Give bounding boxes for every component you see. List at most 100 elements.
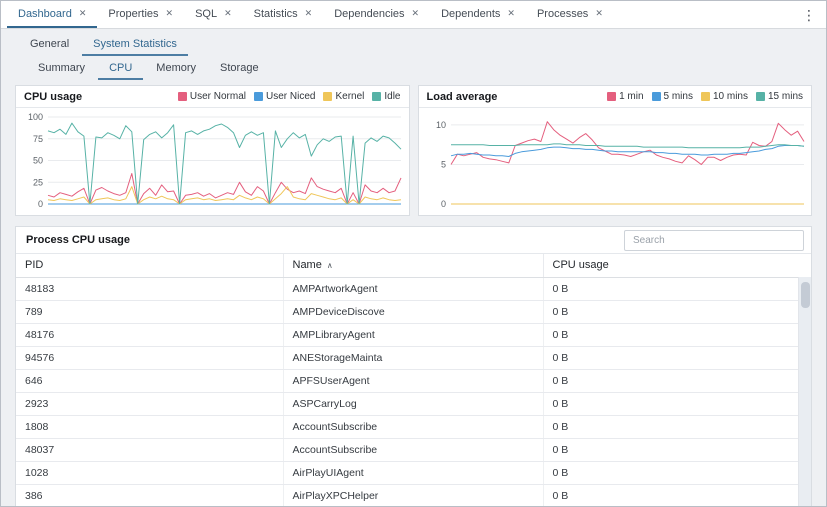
tab-general[interactable]: General bbox=[30, 38, 70, 50]
name-cell: AMPLibraryAgent bbox=[283, 323, 544, 347]
legend-label: 1 min bbox=[619, 91, 644, 102]
load-average-legend: 1 min 5 mins 10 mins 15 mins bbox=[607, 91, 803, 102]
pid-cell: 386 bbox=[16, 484, 284, 506]
svg-text:10: 10 bbox=[435, 120, 445, 130]
cpu-usage-legend: User Normal User Niced Kernel Idle bbox=[177, 91, 401, 102]
close-icon[interactable]: ✕ bbox=[165, 8, 174, 18]
process-table-wrap: PID Name ∧ CPU usage 48183 AMPArtworkAgent 0 … bbox=[16, 254, 811, 506]
scrollbar-thumb[interactable] bbox=[801, 282, 810, 308]
cpu-usage-cell: 0 B bbox=[543, 415, 798, 439]
table-header-row: PID Name ∧ CPU usage bbox=[16, 254, 798, 278]
legend-item-kernel: Kernel bbox=[323, 91, 364, 102]
tab-dashboard[interactable]: Dashboard ✕ bbox=[7, 1, 98, 28]
legend-swatch-icon bbox=[177, 92, 187, 101]
table-row[interactable]: 789 AMPDeviceDiscove 0 B bbox=[16, 300, 798, 324]
tab-label: Processes bbox=[536, 7, 589, 20]
load-average-panel: Load average 1 min 5 mins 10 mins 15 mins 0… bbox=[417, 85, 812, 216]
tab-label: Dashboard bbox=[18, 7, 72, 20]
close-icon[interactable]: ✕ bbox=[304, 8, 313, 18]
table-row[interactable]: 2923 ASPCarryLog 0 B bbox=[16, 392, 798, 416]
vertical-scrollbar[interactable] bbox=[798, 277, 811, 506]
close-icon[interactable]: ✕ bbox=[507, 8, 515, 18]
dashboard-subtabs: General System Statistics bbox=[19, 34, 826, 56]
name-cell: ANEStorageMainta bbox=[283, 346, 544, 370]
table-row[interactable]: 48176 AMPLibraryAgent 0 B bbox=[16, 323, 798, 347]
tab-label: Statistics bbox=[253, 7, 298, 20]
table-row[interactable]: 1028 AirPlayUIAgent 0 B bbox=[16, 461, 798, 485]
table-row[interactable]: 48183 AMPArtworkAgent 0 B bbox=[16, 277, 798, 301]
tab-memory[interactable]: Memory bbox=[156, 62, 197, 74]
column-header-name[interactable]: Name ∧ bbox=[283, 254, 544, 278]
pid-cell: 1808 bbox=[16, 415, 284, 439]
close-icon[interactable]: ✕ bbox=[595, 8, 603, 18]
pid-cell: 646 bbox=[16, 369, 284, 393]
cpu-usage-cell: 0 B bbox=[543, 392, 798, 416]
load-average-chart: 0 5 10 bbox=[419, 108, 812, 215]
sort-asc-icon: ∧ bbox=[326, 261, 333, 271]
legend-swatch-icon bbox=[323, 92, 333, 101]
pid-cell: 48176 bbox=[16, 323, 284, 347]
name-cell: AccountSubscribe bbox=[283, 438, 544, 462]
cpu-usage-cell: 0 B bbox=[543, 300, 798, 324]
legend-swatch-icon bbox=[700, 92, 710, 101]
legend-label: Kernel bbox=[335, 91, 365, 102]
column-header-cpu-usage[interactable]: CPU usage bbox=[543, 254, 798, 278]
svg-text:100: 100 bbox=[28, 112, 43, 122]
cpu-usage-panel: CPU usage User Normal User Niced Kernel Idl… bbox=[15, 85, 410, 216]
legend-swatch-icon bbox=[607, 92, 617, 101]
process-panel-header: Process CPU usage bbox=[16, 227, 811, 254]
svg-text:50: 50 bbox=[33, 156, 43, 166]
tab-system-statistics[interactable]: System Statistics bbox=[82, 34, 188, 56]
svg-text:75: 75 bbox=[33, 134, 43, 144]
main-tabbar: Dashboard ✕ Properties ✕ SQL ✕ Statistics ✕ Depe… bbox=[1, 1, 826, 29]
pid-cell: 1028 bbox=[16, 461, 284, 485]
process-table-body: 48183 AMPArtworkAgent 0 B 789 AMPDeviceDisco… bbox=[16, 277, 798, 506]
table-row[interactable]: 646 APFSUserAgent 0 B bbox=[16, 369, 798, 393]
tab-dependents[interactable]: Dependents ✕ bbox=[430, 1, 526, 28]
close-icon[interactable]: ✕ bbox=[411, 8, 420, 18]
legend-label: 10 mins bbox=[712, 91, 748, 102]
pid-cell: 48183 bbox=[16, 277, 284, 301]
tab-processes[interactable]: Processes ✕ bbox=[526, 1, 614, 28]
legend-swatch-icon bbox=[651, 92, 661, 101]
table-row[interactable]: 1808 AccountSubscribe 0 B bbox=[16, 415, 798, 439]
close-icon[interactable]: ✕ bbox=[224, 8, 232, 18]
process-table: PID Name ∧ CPU usage 48183 AMPArtworkAgent 0 … bbox=[16, 254, 798, 506]
table-row[interactable]: 48037 AccountSubscribe 0 B bbox=[16, 438, 798, 462]
name-cell: AMPArtworkAgent bbox=[283, 277, 544, 301]
tab-storage[interactable]: Storage bbox=[220, 62, 259, 74]
cpu-usage-cell: 0 B bbox=[543, 461, 798, 485]
tab-sql[interactable]: SQL ✕ bbox=[184, 1, 243, 28]
cpu-usage-header: CPU usage User Normal User Niced Kernel Idl… bbox=[16, 86, 409, 108]
tab-dependencies[interactable]: Dependencies ✕ bbox=[323, 1, 430, 28]
svg-text:25: 25 bbox=[33, 177, 43, 187]
tab-summary[interactable]: Summary bbox=[38, 62, 86, 74]
column-header-pid[interactable]: PID bbox=[16, 254, 284, 278]
name-cell: ASPCarryLog bbox=[283, 392, 544, 416]
close-icon[interactable]: ✕ bbox=[78, 8, 87, 18]
main-tabs: Dashboard ✕ Properties ✕ SQL ✕ Statistics ✕ Depe… bbox=[1, 1, 614, 28]
legend-item-idle: Idle bbox=[372, 91, 401, 102]
load-average-title: Load average bbox=[426, 90, 498, 103]
name-cell: AccountSubscribe bbox=[283, 415, 544, 439]
svg-text:0: 0 bbox=[440, 199, 445, 209]
cpu-usage-cell: 0 B bbox=[543, 323, 798, 347]
legend-label: User Normal bbox=[189, 91, 246, 102]
cpu-usage-cell: 0 B bbox=[543, 277, 798, 301]
legend-label: Idle bbox=[384, 91, 401, 102]
name-cell: APFSUserAgent bbox=[283, 369, 544, 393]
tab-cpu[interactable]: CPU bbox=[98, 58, 144, 80]
statistics-tabs: Summary CPU Memory Storage bbox=[27, 58, 826, 80]
search-input[interactable] bbox=[624, 229, 804, 251]
table-row[interactable]: 94576 ANEStorageMainta 0 B bbox=[16, 346, 798, 370]
tab-properties[interactable]: Properties ✕ bbox=[97, 1, 184, 28]
table-row[interactable]: 386 AirPlayXPCHelper 0 B bbox=[16, 484, 798, 506]
charts-row: CPU usage User Normal User Niced Kernel Idl… bbox=[15, 85, 812, 216]
pid-cell: 48037 bbox=[16, 438, 284, 462]
menu-kebab-icon[interactable]: ⋮ bbox=[802, 7, 816, 23]
tab-statistics[interactable]: Statistics ✕ bbox=[243, 1, 324, 28]
svg-text:5: 5 bbox=[440, 159, 445, 169]
pid-cell: 2923 bbox=[16, 392, 284, 416]
tab-label: Dependents bbox=[441, 7, 501, 20]
